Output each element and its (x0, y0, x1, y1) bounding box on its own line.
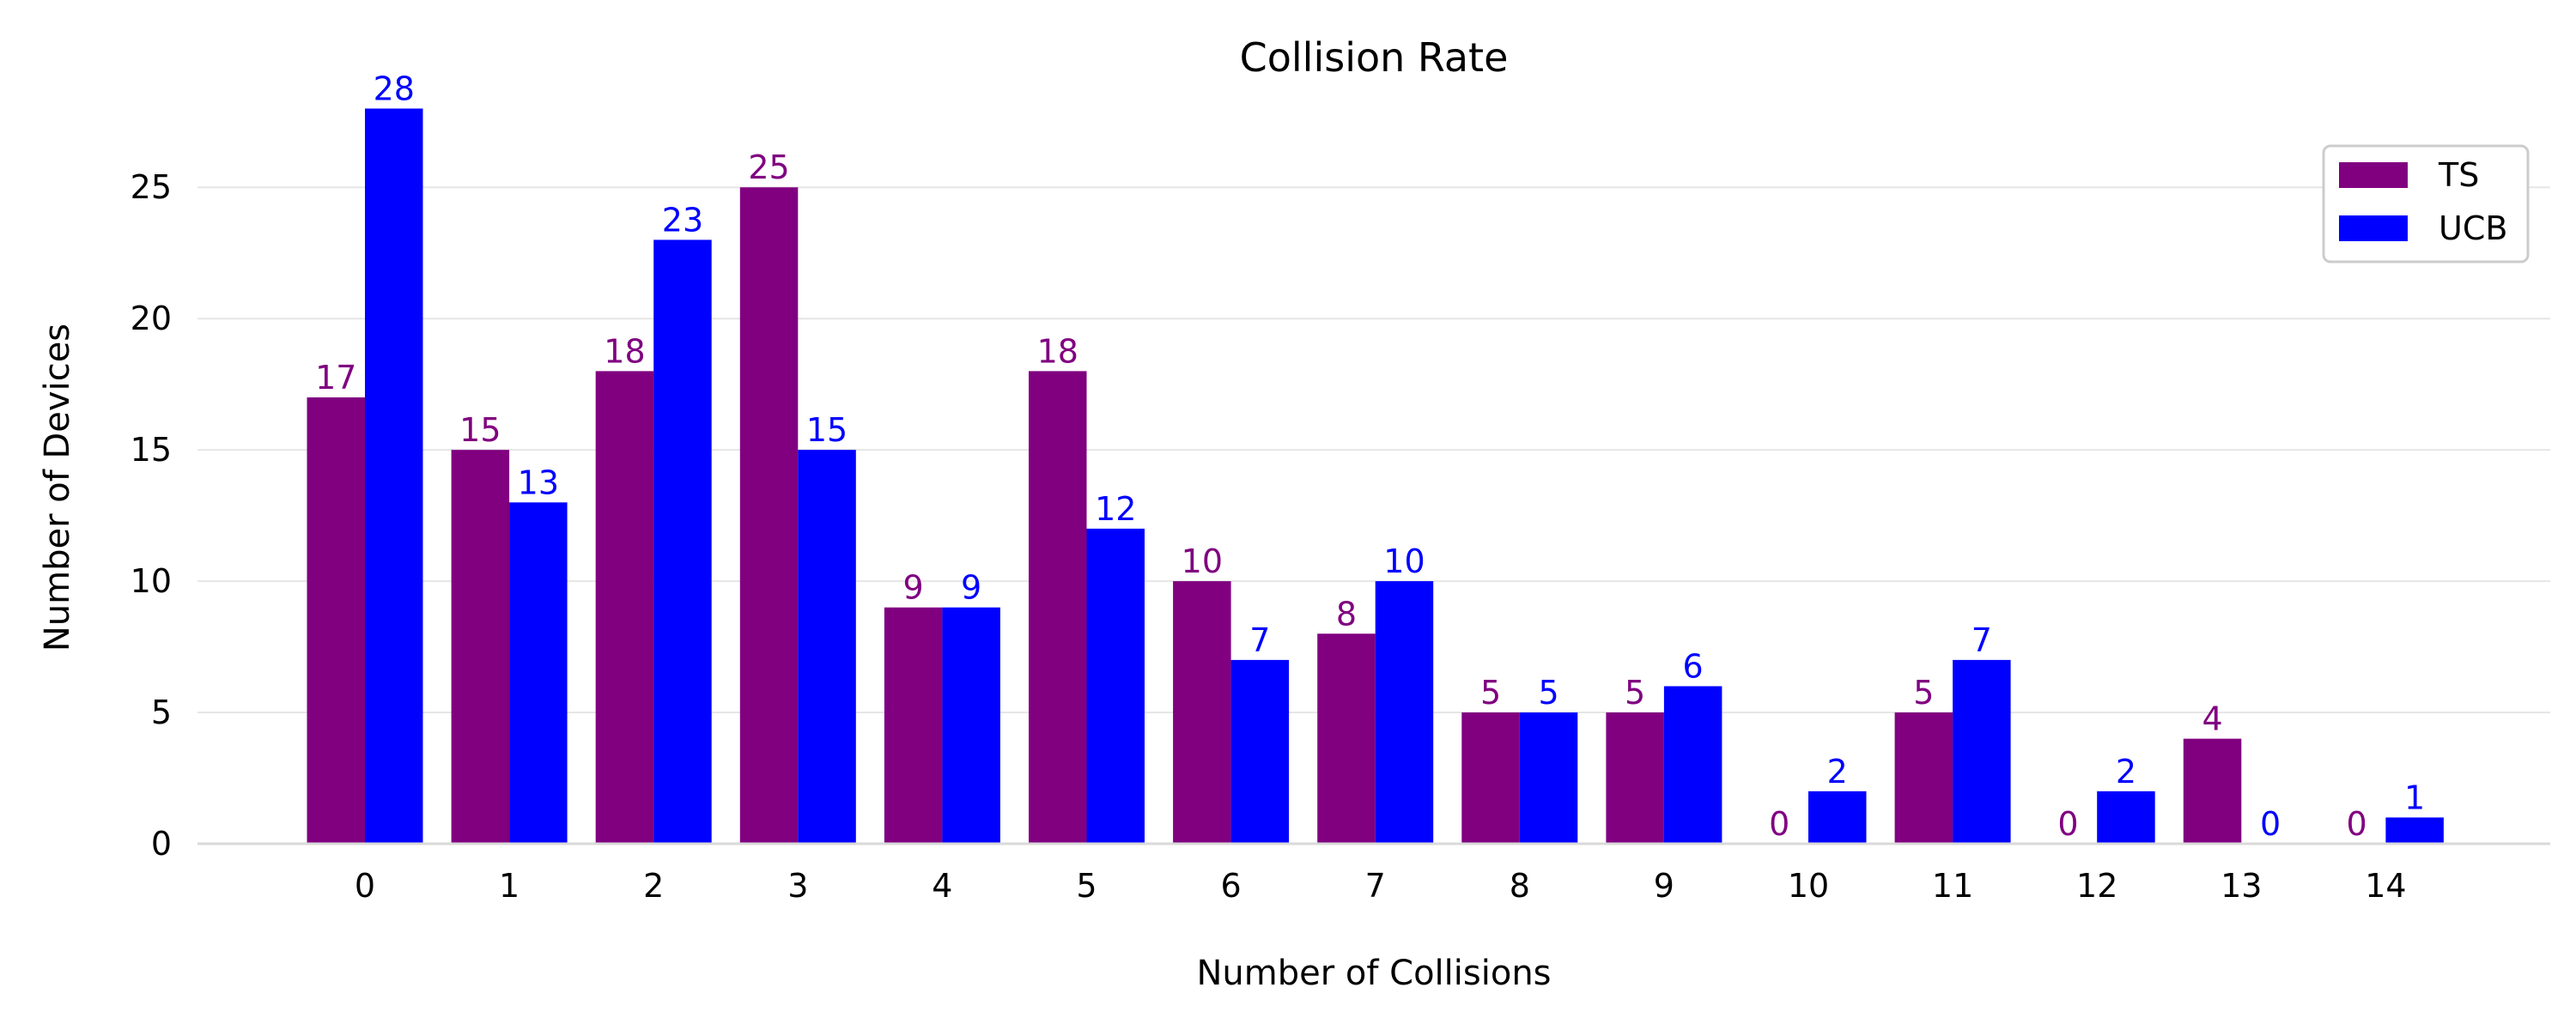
bar-value-label-ucb: 23 (662, 201, 703, 239)
bar-value-label-ucb: 10 (1383, 542, 1425, 580)
bar-ucb (1230, 659, 1290, 844)
bar-value-label-ucb: 0 (2260, 805, 2281, 843)
x-axis-label: Number of Collisions (1196, 954, 1551, 993)
x-tick-label: 9 (1654, 867, 1674, 905)
bar-value-label-ts: 25 (748, 148, 789, 186)
bar-ucb (653, 239, 712, 844)
x-tick-label: 5 (1076, 867, 1097, 905)
chart-title: Collision Rate (1240, 34, 1509, 81)
bar-value-label-ts: 5 (1480, 674, 1501, 712)
legend-swatch-ts (2339, 162, 2408, 188)
bar-value-label-ucb: 2 (1827, 753, 1848, 791)
y-tick-label: 5 (151, 694, 172, 731)
legend-swatch-ucb (2339, 215, 2408, 241)
legend-label-ucb: UCB (2439, 209, 2507, 247)
bar-ucb (1519, 712, 1578, 844)
x-tick-label: 0 (355, 867, 375, 905)
legend-label-ts: TS (2438, 156, 2479, 194)
y-tick-label: 10 (131, 562, 172, 600)
x-tick-label: 3 (787, 867, 808, 905)
y-tick-labels: 0 5 10 15 20 25 (131, 168, 172, 863)
bar-value-label-ucb: 9 (961, 569, 981, 607)
x-tick-label: 1 (499, 867, 519, 905)
bar-value-label-ts: 18 (604, 332, 645, 370)
bar-ucb (1663, 686, 1722, 844)
y-tick-label: 20 (131, 300, 172, 337)
bar-ts (451, 450, 510, 844)
bar-value-label-ucb: 1 (2404, 779, 2425, 816)
bar-value-label-ucb: 7 (1971, 621, 1992, 659)
bar-ts (1317, 633, 1376, 844)
legend: TS UCB (2322, 144, 2530, 264)
bar-ucb (798, 450, 856, 844)
bar-ucb (2097, 791, 2155, 844)
bar-value-label-ucb: 28 (374, 70, 415, 107)
bar-ucb (1808, 791, 1867, 844)
bar-ts (307, 397, 365, 844)
bar-ts (1894, 712, 1953, 844)
bar-ucb (1086, 528, 1145, 844)
bar-ts (739, 187, 799, 844)
bar-value-label-ucb: 15 (806, 411, 848, 449)
x-tick-labels: 0 1 2 3 4 5 6 7 8 9 10 11 12 13 14 (355, 867, 2407, 905)
x-tick-label: 8 (1510, 867, 1530, 905)
bar-value-label-ucb: 5 (1538, 674, 1558, 712)
y-axis-label: Number of Devices (38, 324, 77, 651)
bar-value-label-ucb: 6 (1683, 647, 1704, 685)
y-tick-label: 0 (151, 825, 172, 863)
x-tick-label: 12 (2076, 867, 2117, 905)
bars (307, 108, 2444, 845)
bar-ts (2183, 738, 2242, 844)
x-tick-label: 13 (2221, 867, 2262, 905)
bar-ts (1461, 712, 1520, 844)
bar-value-label-ts: 4 (2202, 700, 2222, 738)
bar-value-label-ts: 10 (1182, 542, 1223, 580)
y-tick-label: 15 (131, 431, 172, 469)
bar-value-label-ts: 5 (1625, 674, 1645, 712)
bar-value-label-ts: 17 (315, 359, 356, 397)
bar-ts (1173, 581, 1231, 844)
bar-value-label-ts: 5 (1913, 674, 1934, 712)
y-tick-label: 25 (131, 168, 172, 206)
bar-ucb (2385, 817, 2444, 844)
bar-ts (884, 607, 943, 844)
bar-value-label-ucb: 2 (2116, 753, 2136, 791)
bar-value-label-ts: 0 (2057, 805, 2078, 843)
x-tick-label: 6 (1221, 867, 1242, 905)
bar-value-label-ucb: 7 (1249, 621, 1270, 659)
bar-ucb (509, 502, 568, 844)
bar-ts (1606, 712, 1664, 844)
bar-ucb (942, 607, 1000, 844)
bar-value-label-ts: 0 (1769, 805, 1789, 843)
x-tick-label: 14 (2365, 867, 2406, 905)
x-tick-label: 10 (1788, 867, 1829, 905)
bar-value-label-ts: 8 (1336, 595, 1357, 633)
x-tick-label: 11 (1932, 867, 1973, 905)
bar-value-label-ts: 0 (2347, 805, 2367, 843)
bar-value-label-ts: 18 (1037, 332, 1078, 370)
bar-value-label-ucb: 13 (518, 464, 559, 501)
x-tick-label: 7 (1365, 867, 1386, 905)
x-tick-label: 4 (932, 867, 952, 905)
bar-value-label-ucb: 12 (1095, 490, 1136, 528)
bar-value-label-ts: 9 (903, 569, 924, 607)
bar-ts (1029, 371, 1087, 844)
bar-ucb (1953, 659, 2011, 844)
bar-ucb (1375, 581, 1434, 844)
bar-value-label-ts: 15 (459, 411, 501, 449)
x-tick-label: 2 (643, 867, 664, 905)
bar-ucb (365, 108, 423, 845)
bar-ts (595, 371, 654, 844)
gridlines (197, 186, 2550, 714)
